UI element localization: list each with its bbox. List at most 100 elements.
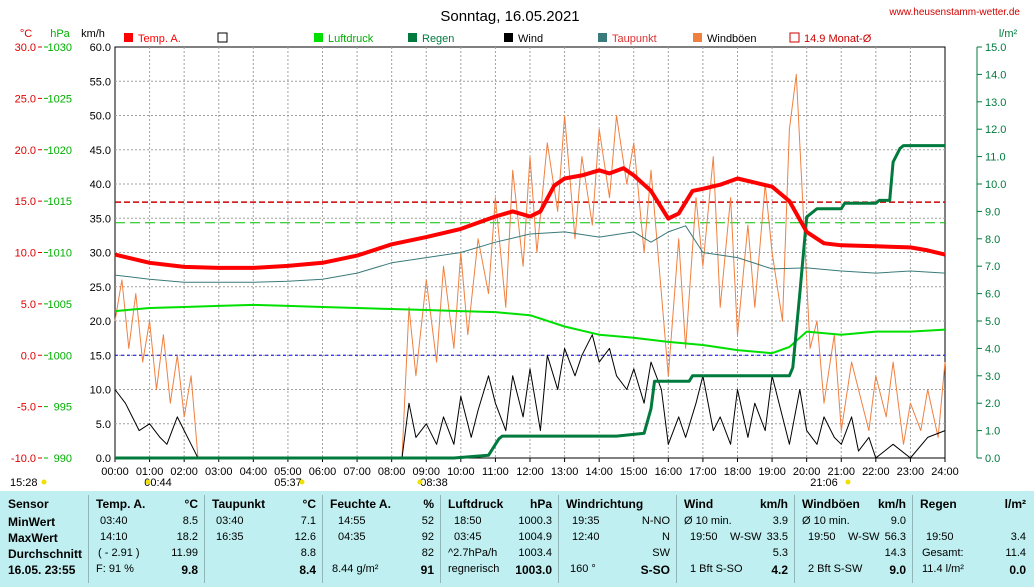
x-tick-14: 14:00 bbox=[585, 466, 613, 478]
pres-header: Luftdruck hPa bbox=[448, 497, 552, 511]
time-axis: 00:00 01:00 02:00 03:00 04:00 05:00 06:00 07:00… bbox=[101, 458, 959, 478]
x-tick-6: 06:00 bbox=[309, 466, 337, 478]
wind-tick-4: 40.0 bbox=[90, 179, 111, 191]
rain-tick-10: 5.0 bbox=[985, 316, 1000, 328]
label-now: 16.05. 23:55 bbox=[8, 563, 76, 577]
col-pressure: Luftdruck hPa 18:50 1000.3 03:45 1004.9 ^2.… bbox=[442, 495, 559, 583]
site-url[interactable]: www.heusenstamm-wetter.de bbox=[888, 7, 1020, 18]
wind-unit-label: km/h bbox=[81, 28, 105, 40]
rain-tick-2: 13.0 bbox=[985, 97, 1006, 109]
x-tick-20: 20:00 bbox=[793, 466, 821, 478]
rain-tick-4: 11.0 bbox=[985, 152, 1006, 164]
series-lines bbox=[114, 73, 946, 460]
dir-avg-row: SW bbox=[652, 547, 670, 559]
pres-avg-row: ^2.7hPa/h 1003.4 bbox=[448, 547, 552, 559]
stats-panel: Sensor MinWert MaxWert Durchschnitt 16.0… bbox=[0, 491, 1034, 587]
hum-max-row: 04:35 92 bbox=[338, 531, 434, 543]
x-tick-22: 22:00 bbox=[862, 466, 890, 478]
dir-now-row: 160 ° S-SO bbox=[570, 563, 670, 577]
gust-header: Windböen km/h bbox=[802, 497, 906, 511]
wind-tick-2: 50.0 bbox=[90, 111, 111, 123]
legend-swatch-dewpoint bbox=[598, 33, 607, 42]
sun-markers: 15:28 00:44 05:37 08:38 21:06 bbox=[10, 477, 851, 489]
pressure-tick-5: 1005 bbox=[48, 299, 72, 311]
col-humidity: Feuchte A.% 14:55 52 04:35 92 82 8.44 g/m²… bbox=[324, 495, 441, 583]
dir-max-row: 12:40 N bbox=[572, 531, 670, 543]
temp-header: Temp. A. °C bbox=[96, 497, 198, 511]
x-tick-17: 17:00 bbox=[689, 466, 717, 478]
x-tick-4: 04:00 bbox=[240, 466, 268, 478]
x-tick-15: 15:00 bbox=[620, 466, 648, 478]
x-tick-1: 01:00 bbox=[136, 466, 164, 478]
wind-min-row: Ø 10 min. 3.9 bbox=[684, 515, 788, 527]
dir-header: Windrichtung bbox=[566, 497, 644, 511]
label-max: MaxWert bbox=[8, 531, 58, 545]
rain-axis: 15.0 14.0 13.0 12.0 11.0 10.0 9.0 8.0 7.0 6.0 5.0 4… bbox=[976, 42, 1006, 465]
series-luftdruck bbox=[114, 303, 946, 355]
wind-tick-10: 10.0 bbox=[90, 385, 111, 397]
series-taupunkt bbox=[114, 225, 946, 283]
sun-icon bbox=[299, 479, 305, 485]
wind-tick-6: 30.0 bbox=[90, 248, 111, 260]
rain-tick-11: 4.0 bbox=[985, 343, 1000, 355]
temp-tick-0: 30.0 bbox=[15, 42, 36, 54]
legend-swatch-monthavg bbox=[789, 32, 800, 43]
wind-tick-5: 35.0 bbox=[90, 213, 111, 225]
pressure-tick-7: 995 bbox=[54, 402, 72, 414]
hum-avg-row: 82 bbox=[421, 547, 434, 559]
pres-max-row: 03:45 1004.9 bbox=[454, 531, 552, 543]
legend-swatch-gust bbox=[693, 33, 702, 42]
sun-icon bbox=[417, 479, 423, 485]
sun-marker-3: 08:38 bbox=[420, 477, 448, 489]
pressure-tick-6: 1000 bbox=[48, 350, 72, 362]
legend-swatch-empty bbox=[217, 32, 228, 43]
pressure-tick-1: 1025 bbox=[48, 93, 72, 105]
x-tick-19: 19:00 bbox=[758, 466, 786, 478]
sun-icon bbox=[845, 479, 851, 485]
x-tick-13: 13:00 bbox=[551, 466, 579, 478]
dew-header: Taupunkt °C bbox=[212, 497, 316, 511]
legend-label-wind: Wind bbox=[518, 33, 543, 45]
col-dewpoint: Taupunkt °C 03:40 7.1 16:35 12.6 8.8 8.4 bbox=[206, 495, 323, 583]
x-tick-0: 00:00 bbox=[101, 466, 129, 478]
sun-marker-1: 00:44 bbox=[144, 477, 172, 489]
left-axes: 30.0 25.0 20.0 15.0 10.0 5.0 0.0 -5.0 -10.0 1030 1… bbox=[11, 42, 111, 465]
x-tick-5: 05:00 bbox=[274, 466, 302, 478]
x-tick-10: 10:00 bbox=[447, 466, 475, 478]
rain-tick-14: 1.0 bbox=[985, 426, 1000, 438]
temp-max-row: 14:10 18.2 bbox=[100, 531, 198, 543]
wind-tick-12: 0.0 bbox=[96, 453, 111, 465]
x-tick-3: 03:00 bbox=[205, 466, 233, 478]
x-tick-24: 24:00 bbox=[931, 466, 959, 478]
pressure-unit-label: hPa bbox=[50, 28, 70, 40]
dew-now-row: 8.4 bbox=[299, 563, 316, 577]
series-temp-a- bbox=[114, 166, 946, 270]
wind-tick-1: 55.0 bbox=[90, 76, 111, 88]
dew-max-row: 16:35 12.6 bbox=[216, 531, 316, 543]
legend-swatch-pressure bbox=[314, 33, 323, 42]
x-tick-18: 18:00 bbox=[724, 466, 752, 478]
rain-tick-15: 0.0 bbox=[985, 453, 1000, 465]
gust-max-row: 19:50 W-SW 56.3 bbox=[808, 531, 906, 543]
pressure-tick-4: 1010 bbox=[48, 248, 72, 260]
wind-max-row: 19:50 W-SW 33.5 bbox=[690, 531, 788, 543]
rain-unit-label: l/m² bbox=[999, 28, 1018, 40]
dir-min-row: 19:35 N-NO bbox=[572, 515, 670, 527]
col-gust: Windböen km/h Ø 10 min. 9.0 19:50 W-SW 56.3 … bbox=[796, 495, 913, 583]
weather-chart: Sonntag, 16.05.2021 www.heusenstamm-wett… bbox=[10, 7, 1020, 489]
wind-tick-7: 25.0 bbox=[90, 282, 111, 294]
wind-tick-11: 5.0 bbox=[96, 419, 111, 431]
col-rain: Regen l/m² 19:50 3.4 Gesamt: 11.4 11.4 l/m²… bbox=[914, 495, 1030, 583]
rain-header: Regen l/m² bbox=[920, 497, 1026, 511]
sensor-header: Sensor bbox=[8, 497, 49, 511]
x-tick-8: 08:00 bbox=[378, 466, 406, 478]
x-tick-9: 09:00 bbox=[412, 466, 440, 478]
gust-now-row: 2 Bft S-SW 9.0 bbox=[808, 563, 906, 577]
temp-tick-5: 5.0 bbox=[21, 299, 36, 311]
pressure-tick-0: 1030 bbox=[48, 42, 72, 54]
temp-tick-8: -10.0 bbox=[11, 453, 36, 465]
rain-tick-0: 15.0 bbox=[985, 42, 1006, 54]
temp-tick-1: 25.0 bbox=[15, 93, 36, 105]
legend-swatch-wind bbox=[504, 33, 513, 42]
